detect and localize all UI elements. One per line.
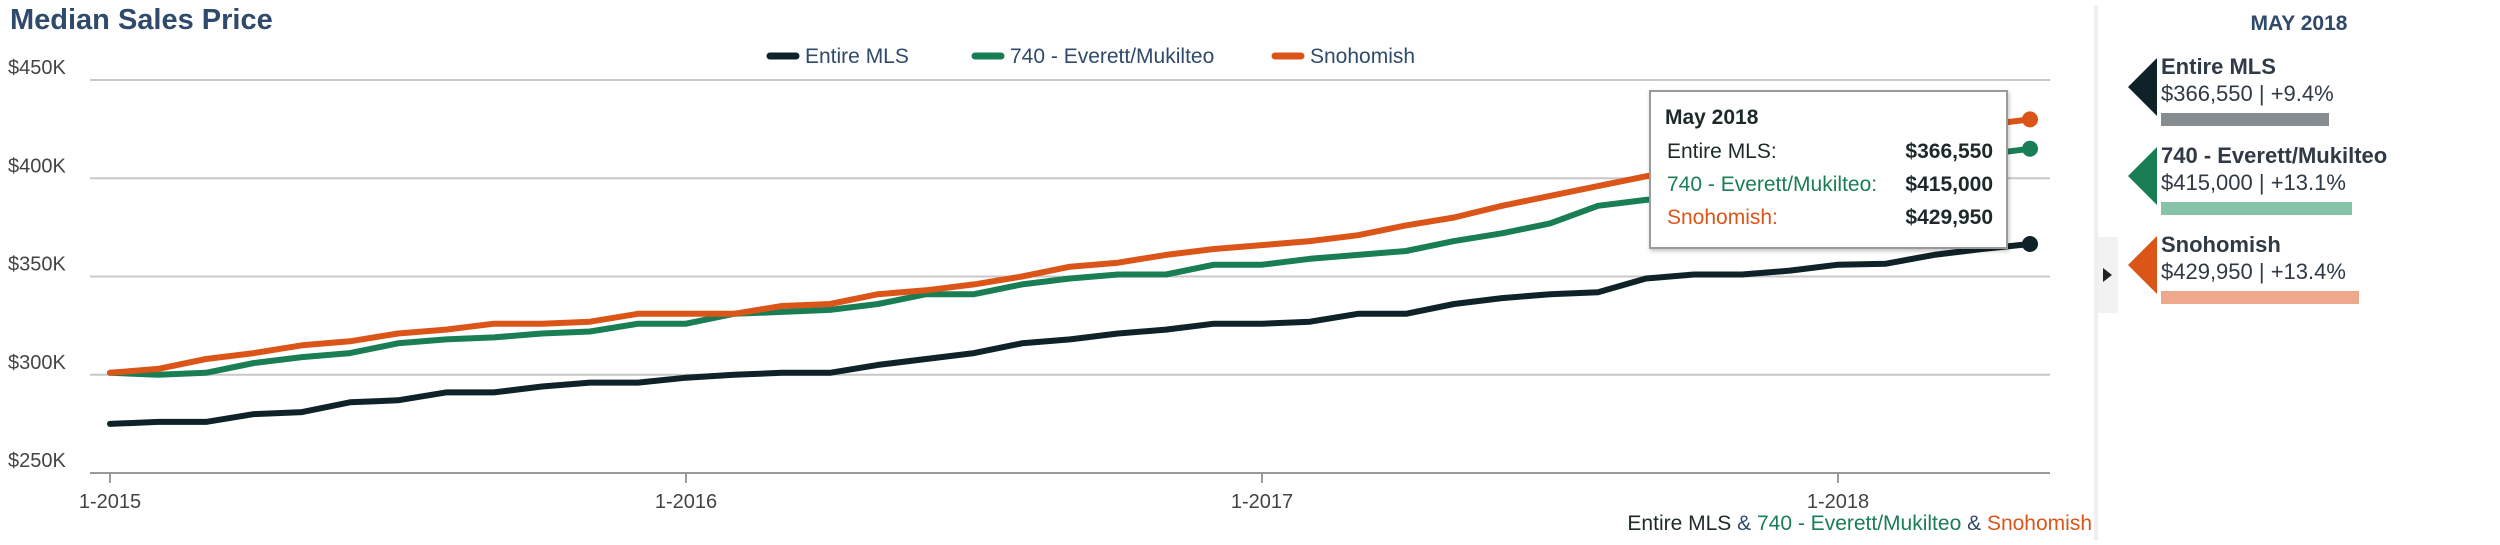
series-endpoint-marker[interactable] <box>2022 235 2038 252</box>
series-endpoint-marker[interactable] <box>2022 140 2038 157</box>
panel-date: MAY 2018 <box>2250 12 2348 35</box>
summary-card-everett-mukilteo[interactable]: 740 - Everett/Mukilteo $415,000 | +13.1% <box>2098 143 2500 223</box>
card-value: $429,950 | +13.4% <box>2161 259 2346 284</box>
x-tick-label: 1-2016 <box>655 491 717 513</box>
x-tick-label: 1-2015 <box>79 491 141 513</box>
card-bar <box>2161 113 2330 126</box>
caption-snohomish: Snohomish <box>1986 512 2092 535</box>
caption-separator: & <box>1731 512 1757 535</box>
y-tick-label: $250K <box>8 450 66 472</box>
left-pointer-icon <box>2128 58 2157 116</box>
summary-card-entire-mls[interactable]: Entire MLS $366,550 | +9.4% <box>2098 54 2500 134</box>
summary-card-snohomish[interactable]: Snohomish $429,950 | +13.4% <box>2098 232 2500 312</box>
tooltip-value: $415,000 <box>1905 173 1993 196</box>
comparison-caption: Entire MLS & 740 - Everett/Mukilteo & Sn… <box>1627 512 2092 536</box>
card-value: $415,000 | +13.1% <box>2161 170 2346 195</box>
tooltip-value: $429,950 <box>1905 206 1993 229</box>
left-pointer-icon <box>2128 236 2157 294</box>
legend-label[interactable]: Snohomish <box>1310 45 1415 68</box>
y-tick-label: $450K <box>8 57 66 79</box>
card-bar <box>2161 291 2359 304</box>
caption-separator: & <box>1961 512 1987 535</box>
tooltip-title: May 2018 <box>1665 106 1759 129</box>
y-tick-label: $350K <box>8 254 66 276</box>
y-tick-label: $400K <box>8 155 66 177</box>
left-pointer-icon <box>2128 147 2157 205</box>
collapse-panel-button[interactable] <box>2098 237 2118 313</box>
series-endpoint-marker[interactable] <box>2022 111 2038 128</box>
legend-label[interactable]: 740 - Everett/Mukilteo <box>1010 45 1214 68</box>
tooltip-label: 740 - Everett/Mukilteo: <box>1667 173 1878 196</box>
card-name: 740 - Everett/Mukilteo <box>2161 143 2388 168</box>
chart-legend: Entire MLS 740 - Everett/Mukilteo Snohomis… <box>766 45 1415 68</box>
tooltip-label: Entire MLS: <box>1667 140 1777 163</box>
tooltip-label: Snohomish: <box>1667 206 1778 229</box>
card-name: Snohomish <box>2161 232 2281 257</box>
side-summary-panel: MAY 2018 Entire MLS $366,550 | +9.4% 740… <box>2098 0 2500 545</box>
x-tick-label: 1-2018 <box>1807 491 1869 513</box>
card-value: $366,550 | +9.4% <box>2161 81 2334 106</box>
caret-right-icon <box>2103 268 2112 282</box>
line-chart: $250K$300K$350K$400K$450K 1-2015 1-2016 1-… <box>8 45 2050 513</box>
x-tick-label: 1-2017 <box>1231 491 1293 513</box>
card-bar <box>2161 202 2352 215</box>
caption-everett-mukilteo: 740 - Everett/Mukilteo <box>1756 512 1962 535</box>
y-axis-ticks: $250K $300K $350K $400K $450K <box>8 57 66 472</box>
chart-title: Median Sales Price <box>10 4 273 36</box>
panel-divider <box>2094 5 2098 540</box>
tooltip-value: $366,550 <box>1905 140 1993 163</box>
card-name: Entire MLS <box>2161 54 2276 79</box>
y-tick-label: $300K <box>8 352 66 374</box>
hover-tooltip: May 2018 Entire MLS: $366,550 740 - Ever… <box>1649 90 2008 249</box>
legend-label[interactable]: Entire MLS <box>805 45 909 68</box>
x-axis: 1-2015 1-2016 1-2017 1-2018 <box>79 473 1869 513</box>
series-line <box>107 241 2033 427</box>
caption-entire-mls: Entire MLS <box>1627 512 1732 535</box>
